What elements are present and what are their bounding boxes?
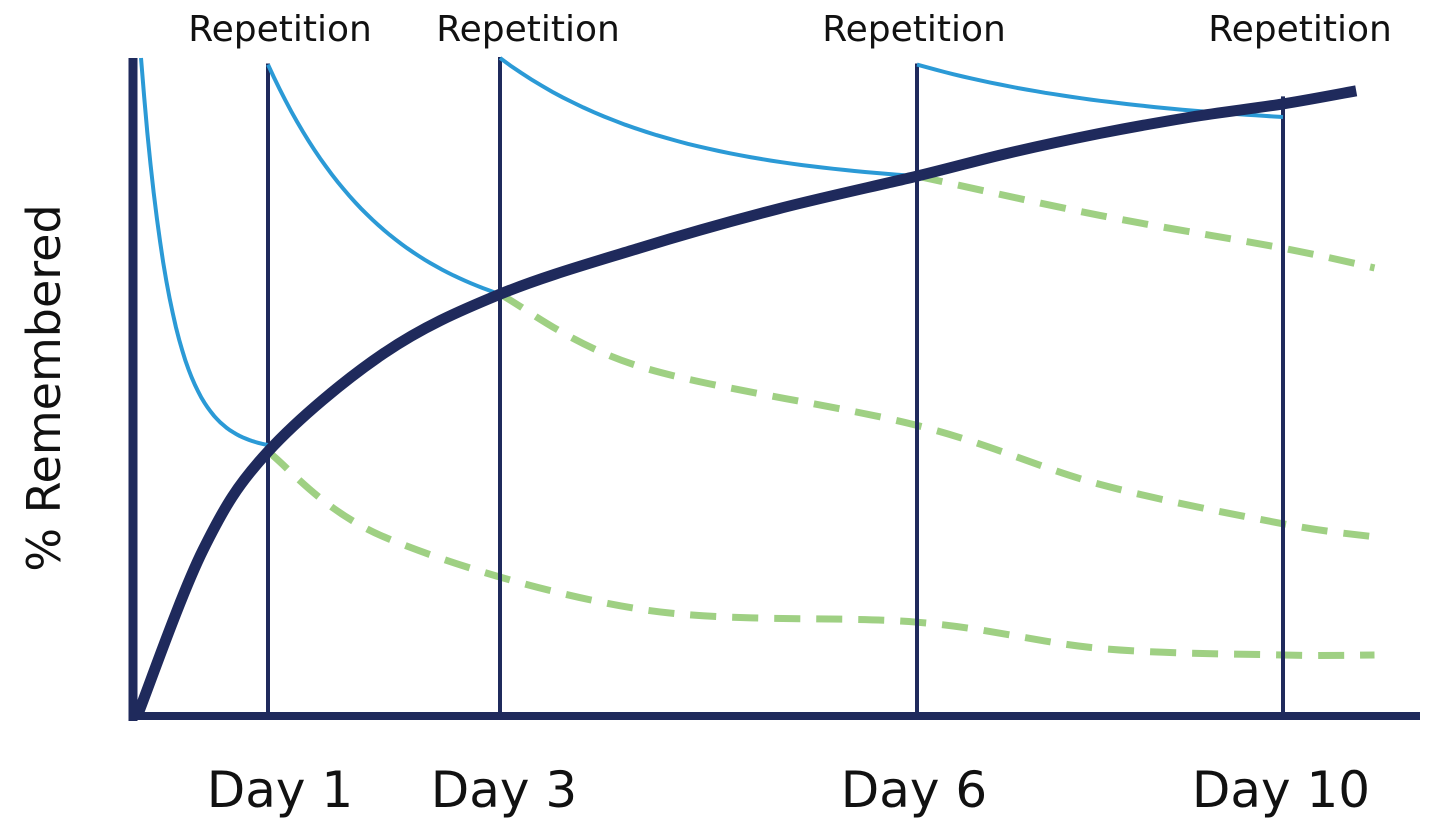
forgetting-dashed-curve (916, 172, 1376, 272)
forgetting-dashed-curve (265, 448, 1375, 659)
retention-curve (498, 56, 918, 179)
y-axis-label: % Remembered (17, 204, 71, 571)
forgetting-dashed-curve (498, 291, 1376, 541)
forgetting-dashed-layer (265, 172, 1376, 659)
labels-layer: % Remembered Repetition Repetition Repetit… (17, 9, 1392, 819)
x-tick-label: Day 6 (841, 761, 987, 819)
memory-strength-curve (132, 85, 1358, 717)
repetition-label: Repetition (436, 9, 620, 50)
retention-curve (266, 63, 501, 297)
memory-strength-layer (132, 85, 1358, 717)
x-tick-label: Day 10 (1192, 761, 1370, 819)
repetition-label: Repetition (822, 9, 1006, 50)
x-tick-label: Day 1 (207, 761, 353, 819)
repetition-label: Repetition (188, 9, 372, 50)
repetition-label: Repetition (1208, 9, 1392, 50)
x-tick-label: Day 3 (431, 761, 577, 819)
retention-curve (139, 57, 269, 447)
axes-layer (128, 58, 1420, 721)
